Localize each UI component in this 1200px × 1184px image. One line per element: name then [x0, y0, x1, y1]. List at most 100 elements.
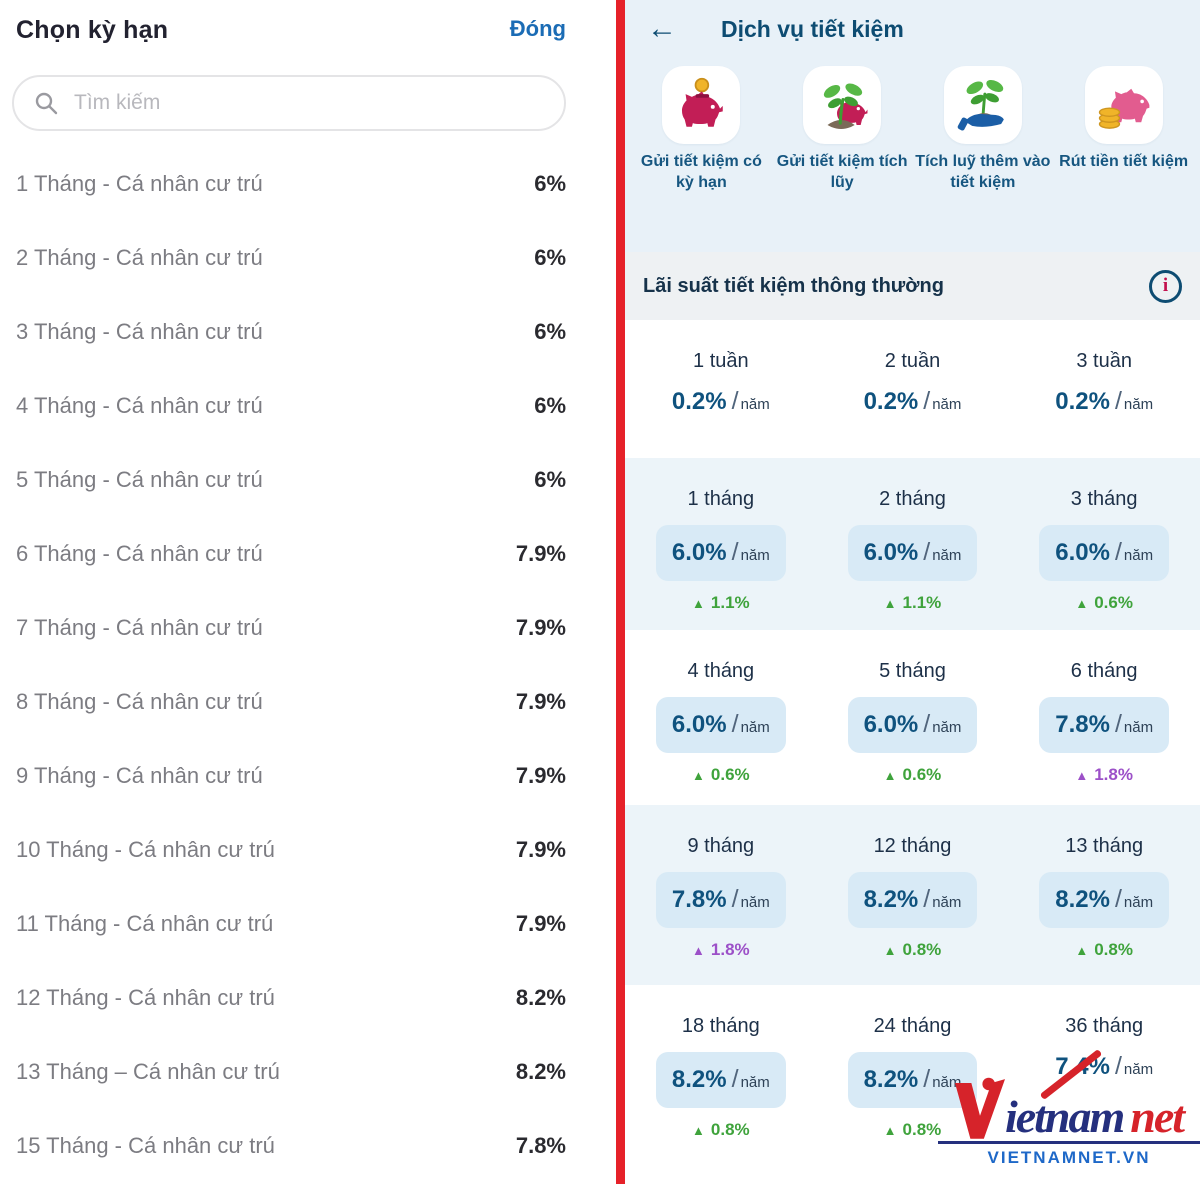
service-add-to-savings[interactable]: Tích luỹ thêm vào tiết kiệm [913, 66, 1054, 194]
up-triangle-icon: ▲ [692, 1122, 705, 1138]
term-option-label: 13 Tháng – Cá nhân cư trú [16, 1059, 280, 1084]
up-triangle-icon: ▲ [1075, 942, 1089, 958]
rate-delta: ▲ 0.8% [1075, 940, 1133, 959]
term-option[interactable]: 10 Tháng - Cá nhân cư trú 7.9% [0, 813, 616, 887]
term-label: 12 tháng [873, 835, 952, 857]
savings-header-area: ← Dịch vụ tiết kiệm Gửi tiết kiệm có kỳ … [625, 0, 1200, 252]
rate-cell: 2 tháng 6.0% / năm ▲ 1.1% [817, 488, 1009, 630]
term-option[interactable]: 4 Tháng - Cá nhân cư trú 6% [0, 369, 616, 443]
rate-delta: ▲ 1.1% [883, 593, 942, 612]
term-option-label: 1 Tháng - Cá nhân cư trú [16, 171, 263, 196]
service-deposit-term[interactable]: Gửi tiết kiệm có kỳ hạn [631, 66, 772, 194]
rate-row-months-4-6: 4 tháng 6.0% / năm ▲ 0.6% 5 tháng 6.0% / năm … [625, 630, 1200, 805]
term-option-label: 15 Tháng - Cá nhân cư trú [16, 1133, 275, 1158]
up-triangle-icon: ▲ [883, 942, 897, 958]
info-icon[interactable]: i [1149, 269, 1182, 303]
rate-row-months-1-3: 1 tháng 6.0% / năm ▲ 1.1% 2 tháng 6.0% / năm … [625, 458, 1200, 630]
rate-chip: 8.2% / năm [655, 1052, 786, 1108]
term-label: 1 tuần [693, 350, 749, 372]
term-option[interactable]: 5 Tháng - Cá nhân cư trú 6% [0, 443, 616, 517]
rate-delta: ▲ 0.8% [883, 1120, 942, 1139]
up-triangle-icon: ▲ [883, 595, 897, 611]
rate-chip: 6.0% / năm [847, 697, 978, 753]
term-option-rate: 8.2% [515, 985, 566, 1010]
rate-delta: ▲ 1.1% [692, 593, 750, 612]
term-label: 5 tháng [879, 660, 946, 682]
up-triangle-icon: ▲ [1075, 767, 1089, 783]
up-triangle-icon: ▲ [692, 767, 705, 783]
term-option-rate: 7.8% [515, 1133, 566, 1158]
term-option-rate: 6% [534, 245, 566, 270]
term-option[interactable]: 8 Tháng - Cá nhân cư trú 7.9% [0, 665, 616, 739]
rate-cell: 5 tháng 6.0% / năm ▲ 0.6% [817, 660, 1009, 805]
term-label: 1 tháng [687, 488, 755, 510]
term-option-rate: 6% [534, 171, 566, 196]
rate-delta: ▲ 1.8% [1075, 765, 1133, 784]
term-option[interactable]: 13 Tháng – Cá nhân cư trú 8.2% [0, 1035, 616, 1109]
rate-delta: ▲ 0.6% [883, 765, 942, 784]
term-option-label: 6 Tháng - Cá nhân cư trú [16, 541, 263, 566]
term-option[interactable]: 15 Tháng - Cá nhân cư trú 7.8% [0, 1109, 616, 1183]
search-icon [35, 92, 58, 115]
page-title: Chọn kỳ hạn [16, 16, 169, 44]
service-label: Rút tiền tiết kiệm [1059, 153, 1189, 170]
rate-cell: 9 tháng 7.8% / năm ▲ 1.8% [625, 835, 817, 985]
term-option-label: 11 Tháng - Cá nhân cư trú [16, 911, 274, 936]
term-label: 13 tháng [1065, 835, 1144, 857]
rate-row-weeks: 1 tuần 0.2% / năm 2 tuần 0.2% / năm 3 tuần 0… [625, 320, 1200, 458]
rate-delta: ▲ 0.8% [883, 940, 942, 959]
term-option-rate: 7.9% [515, 541, 566, 566]
term-option-rate: 8.2% [515, 1059, 566, 1084]
term-option-label: 9 Tháng - Cá nhân cư trú [16, 763, 263, 788]
rate-cell: 1 tháng 6.0% / năm ▲ 1.1% [625, 488, 817, 630]
service-label: Tích luỹ thêm vào tiết kiệm [915, 153, 1051, 191]
up-triangle-icon: ▲ [883, 1122, 897, 1138]
term-option-rate: 7.9% [515, 615, 566, 640]
rate-delta: ▲ 0.6% [692, 765, 750, 784]
rate-row-months-18-36: 18 tháng 8.2% / năm ▲ 0.8% 24 tháng 8.2% / nă… [625, 985, 1200, 1184]
rate-chip: 8.2% / năm [847, 872, 978, 928]
rate-cell: 4 tháng 6.0% / năm ▲ 0.6% [625, 660, 817, 805]
rate-chip: 7.8% / năm [1039, 697, 1170, 753]
rate-chip: 8.2% / năm [1039, 872, 1170, 928]
term-option[interactable]: 3 Tháng - Cá nhân cư trú 6% [0, 295, 616, 369]
services-row: Gửi tiết kiệm có kỳ hạn Gửi tiết [625, 66, 1200, 194]
close-button[interactable]: Đóng [509, 16, 566, 41]
term-label: 6 tháng [1070, 660, 1138, 682]
rates-section-header: Lãi suất tiết kiệm thông thường i [625, 252, 1200, 320]
hand-plant-icon [957, 79, 1004, 131]
term-option[interactable]: 6 Tháng - Cá nhân cư trú 7.9% [0, 517, 616, 591]
term-option[interactable]: 7 Tháng - Cá nhân cư trú 7.9% [0, 591, 616, 665]
rate-chip: 6.0% / năm [847, 525, 978, 581]
up-triangle-icon: ▲ [692, 595, 705, 611]
term-option-label: 7 Tháng - Cá nhân cư trú [16, 615, 263, 640]
term-option[interactable]: 9 Tháng - Cá nhân cư trú 7.9% [0, 739, 616, 813]
search-box[interactable] [12, 75, 566, 131]
service-withdraw-savings[interactable]: Rút tiền tiết kiệm [1053, 66, 1194, 194]
rate-cell: 36 tháng 7.4% / năm [1008, 1015, 1200, 1184]
rate-cell: 1 tuần 0.2% / năm [625, 350, 817, 458]
service-tile [803, 66, 882, 144]
rate-cell: 3 tuần 0.2% / năm [1008, 350, 1200, 458]
service-tile [662, 66, 741, 144]
piggy-bank-coin-icon [682, 77, 724, 127]
rates-section-title: Lãi suất tiết kiệm thông thường [643, 274, 944, 297]
term-label: 24 tháng [873, 1015, 952, 1037]
term-list: 1 Tháng - Cá nhân cư trú 6% 2 Tháng - Cá … [0, 147, 616, 1183]
term-option-label: 3 Tháng - Cá nhân cư trú [16, 319, 263, 344]
term-option-rate: 6% [534, 319, 566, 344]
back-arrow-icon[interactable]: ← [647, 12, 677, 45]
search-input[interactable] [72, 90, 544, 116]
term-label: 9 tháng [687, 835, 755, 857]
service-deposit-accumulate[interactable]: Gửi tiết kiệm tích lũy [772, 66, 913, 194]
rate-value: 7.4% / năm [1055, 1052, 1154, 1080]
term-option[interactable]: 12 Tháng - Cá nhân cư trú 8.2% [0, 961, 616, 1035]
rate-cell: 2 tuần 0.2% / năm [817, 350, 1009, 458]
term-option[interactable]: 2 Tháng - Cá nhân cư trú 6% [0, 221, 616, 295]
rate-delta: ▲ 0.8% [692, 1120, 750, 1139]
term-option[interactable]: 1 Tháng - Cá nhân cư trú 6% [0, 147, 616, 221]
piggy-bank-coins-icon [1098, 88, 1149, 129]
term-label: 4 tháng [687, 660, 755, 682]
term-option[interactable]: 11 Tháng - Cá nhân cư trú 7.9% [0, 887, 616, 961]
term-option-label: 12 Tháng - Cá nhân cư trú [16, 985, 275, 1010]
